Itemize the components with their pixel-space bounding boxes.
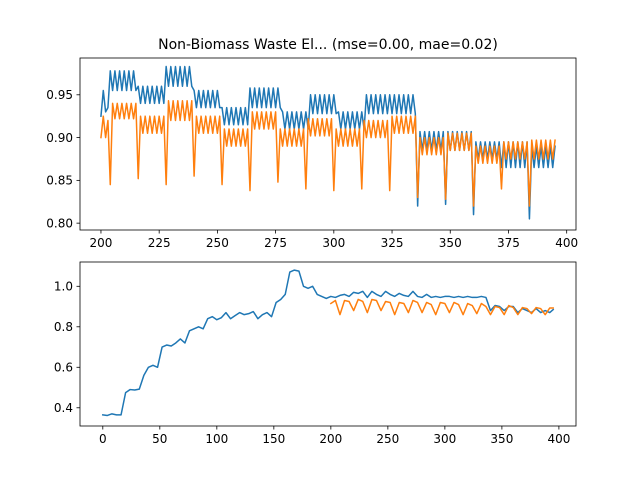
bottom-panel: 0 50 100 150 200 250 300 350 400 0.4 0.6 0.8 1.0: [54, 261, 577, 446]
panel-1-ytick-label: 0.8: [54, 320, 73, 334]
panel-0-xtick-label: 375: [497, 236, 520, 250]
top-panel: 200 225 250 275 300 325 350 375 400 0.80 0.85 0.90 0…: [46, 57, 578, 250]
panel-0-ytick-label: 0.80: [46, 216, 73, 230]
panel-1-xtick-label: 250: [376, 432, 399, 446]
panel-0-ytick-label: 0.95: [46, 88, 73, 102]
panel-1-frame: [79, 261, 577, 427]
panel-0-xtick-label: 300: [322, 236, 345, 250]
panel-1-xtick-label: 0: [99, 432, 107, 446]
panel-1-ytick-label: 0.6: [54, 361, 73, 375]
panel-0-series-1-line: [100, 100, 556, 207]
panel-1-xtick-label: 100: [205, 432, 228, 446]
panel-0-xtick-label: 350: [439, 236, 462, 250]
panel-0-xtick-label: 200: [90, 236, 113, 250]
panel-1-xtick-label: 350: [490, 432, 513, 446]
panel-0-xtick-label: 400: [555, 236, 578, 250]
panel-1-xtick-label: 300: [433, 432, 456, 446]
panel-0-xtick-label: 225: [148, 236, 171, 250]
panel-0-ytick-label: 0.85: [46, 174, 73, 188]
panel-0-xtick-label: 325: [381, 236, 404, 250]
panel-1-ytick-label: 1.0: [54, 280, 73, 294]
panel-0-xtick-label: 250: [206, 236, 229, 250]
panel-0-ytick-label: 0.90: [46, 131, 73, 145]
panel-1-ytick-label: 0.4: [54, 401, 73, 415]
panel-1-xtick-label: 400: [547, 432, 570, 446]
chart-title: Non-Biomass Waste El... (mse=0.00, mae=0…: [158, 37, 498, 53]
panel-1-xtick-label: 200: [319, 432, 342, 446]
panel-1-series-0-line: [101, 269, 555, 417]
panel-1-xtick-label: 50: [152, 432, 167, 446]
panel-1-series-1-line: [329, 298, 554, 316]
panel-0-xtick-label: 275: [264, 236, 287, 250]
panel-1-xtick-label: 150: [262, 432, 285, 446]
panel-0-frame: [79, 57, 577, 231]
